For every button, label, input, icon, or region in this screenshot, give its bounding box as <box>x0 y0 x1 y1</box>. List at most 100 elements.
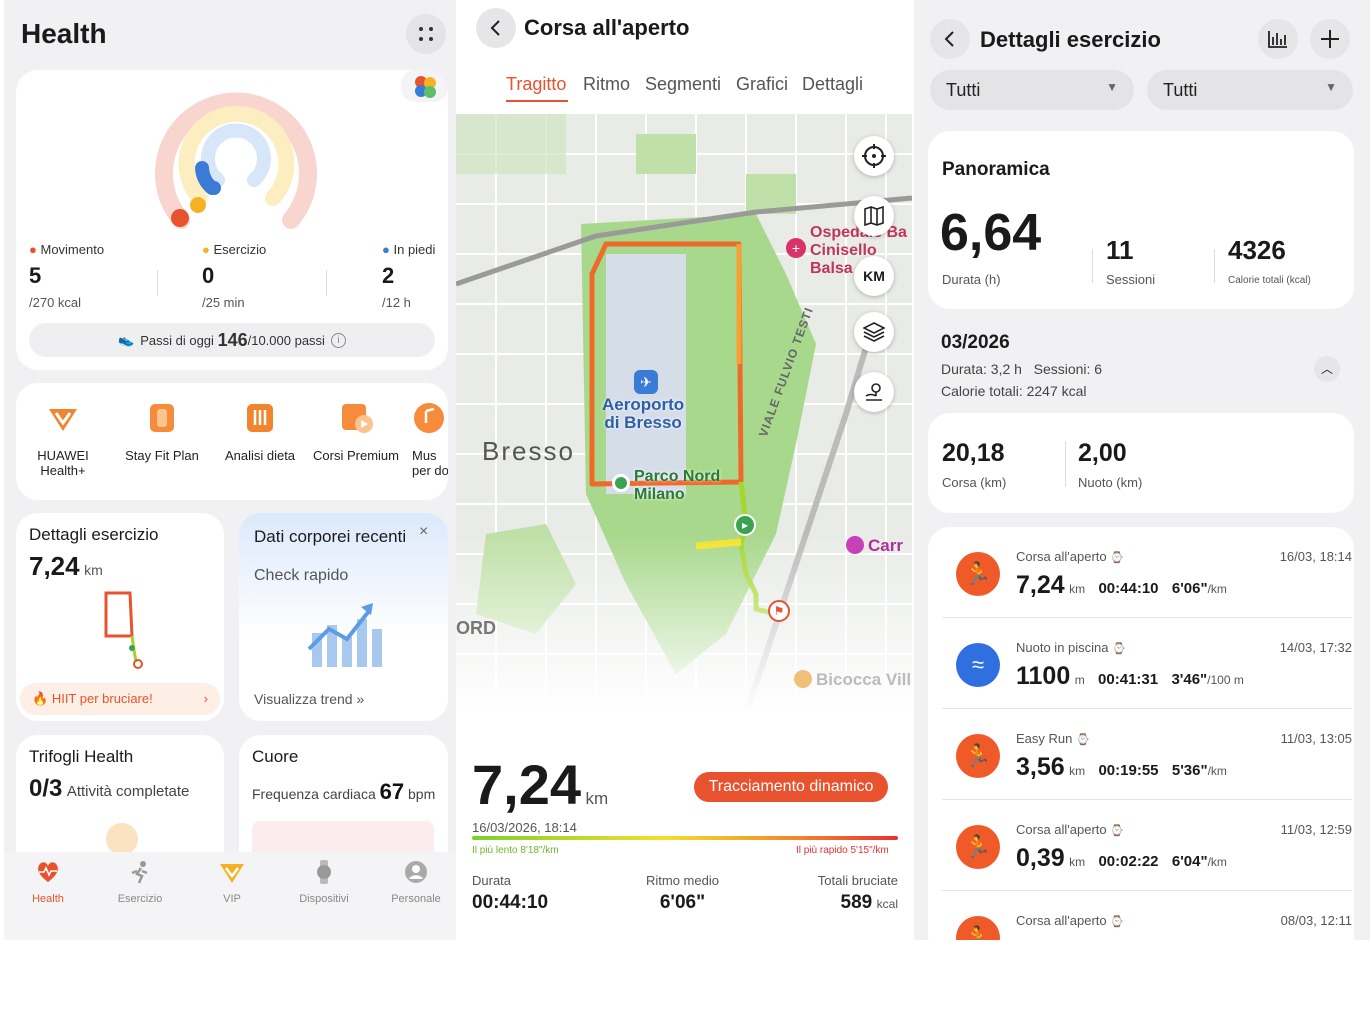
exercise-goal: /25 min <box>202 295 245 310</box>
nav-vip[interactable]: VIP <box>202 860 262 905</box>
activity-rings-card[interactable]: ● Movimento 5 /270 kcal ● Esercizio 0 /2… <box>16 70 448 370</box>
hiit-label: HIIT per bruciare! <box>51 691 153 706</box>
workout-unit: km <box>1069 582 1086 596</box>
workout-time: 00:44:10 <box>1098 580 1159 597</box>
tab-grafici[interactable]: Grafici <box>736 74 789 94</box>
body-data-card[interactable]: Dati corporei recenti Check rapido × Vis… <box>239 513 448 721</box>
workout-type: Corsa all'aperto <box>1016 913 1107 928</box>
exercise-card-title: Dettagli esercizio <box>29 525 159 544</box>
clover-card-subtitle: Attività completate <box>66 783 190 800</box>
bicocca-label: Bicocca Vill <box>816 670 912 689</box>
sessions-value: 11 <box>1106 235 1134 265</box>
running-icon: 🏃 <box>956 825 1000 869</box>
month-summary-2: Calorie totali: 2247 kcal <box>941 383 1087 399</box>
clover-icon <box>401 70 448 102</box>
watch-icon: ⌚ <box>1110 552 1124 564</box>
workout-type: Easy Run <box>1016 731 1073 746</box>
route-map[interactable]: ✈ Aeroporto di Bresso Bresso Parco Nord … <box>456 114 912 714</box>
service-huawei-health-plus[interactable]: HUAWEI Health+ <box>34 401 92 478</box>
add-button[interactable] <box>1310 19 1350 59</box>
workout-row[interactable]: 🏃 Corsa all'aperto ⌚ 11/03, 12:59 0,39 km 0… <box>942 800 1352 891</box>
heart-card-title: Cuore <box>252 747 299 766</box>
workout-row[interactable]: ≈ Nuoto in piscina ⌚ 14/03, 17:32 1100 m 00… <box>942 618 1352 709</box>
run-distance-value: 20,18 <box>942 439 1005 467</box>
clover-progress-icon <box>106 823 138 855</box>
service-analisi-dieta[interactable]: Analisi dieta <box>216 401 304 463</box>
nav-health[interactable]: Health <box>18 860 78 905</box>
divider <box>1065 441 1066 487</box>
nav-esercizio[interactable]: Esercizio <box>110 860 170 905</box>
map-canvas <box>456 114 912 714</box>
activity-ring-chart <box>155 92 317 229</box>
dynamic-tracking-button[interactable]: Tracciamento dinamico <box>694 772 888 802</box>
hospital-label-2: Cinisello <box>810 242 877 259</box>
filter-dropdown-2[interactable]: Tutti ▼ <box>1147 70 1353 110</box>
workout-date: 11/03, 12:59 <box>1280 822 1352 837</box>
divider <box>1092 249 1093 283</box>
back-button[interactable] <box>476 8 516 48</box>
info-icon[interactable]: i <box>330 332 346 348</box>
dropdown-arrow-icon: ▼ <box>1106 80 1118 94</box>
tab-ritmo[interactable]: Ritmo <box>583 74 631 94</box>
health-clover-card[interactable]: Trifogli Health 0/3 Attività completate <box>16 735 224 875</box>
start-marker-icon: ▸ <box>734 514 756 536</box>
workout-time: 00:19:55 <box>1098 762 1159 779</box>
heart-card[interactable]: Cuore Frequenza cardiaca 67 bpm <box>239 735 448 875</box>
month-title: 03/2026 <box>941 332 1010 353</box>
crosshair-icon <box>862 144 886 168</box>
movement-value: 5 <box>29 263 42 288</box>
tab-segmenti[interactable]: Segmenti <box>645 74 722 94</box>
divider <box>942 617 1352 618</box>
workout-pace: 3'46" <box>1171 671 1208 688</box>
workout-value: 0,39 <box>1016 844 1065 872</box>
distance-unit: km <box>585 789 609 808</box>
trend-chart-icon <box>307 603 382 667</box>
workout-value: 3,56 <box>1016 753 1065 781</box>
nav-dispositivi[interactable]: Dispositivi <box>294 860 354 905</box>
music-venue-icon <box>846 536 864 554</box>
hiit-banner[interactable]: 🔥 HIIT per bruciare! › <box>20 683 220 715</box>
layers-button[interactable] <box>854 312 894 352</box>
tab-dettagli[interactable]: Dettagli <box>802 74 864 94</box>
view-trend-link[interactable]: Visualizza trend » <box>254 691 364 707</box>
collapse-chevron-icon[interactable]: ︿ <box>1314 356 1340 382</box>
exercise-details-card[interactable]: Dettagli esercizio 7,24 km 🔥 HIIT per br… <box>16 513 224 721</box>
nav-personale[interactable]: Personale <box>386 860 446 905</box>
stat-ritmo-medio: Ritmo medio 6'06" <box>646 873 719 913</box>
route-pin-button[interactable] <box>854 372 894 412</box>
running-icon <box>131 861 148 884</box>
locate-button[interactable] <box>854 136 894 176</box>
page-title: Health <box>21 18 107 49</box>
tab-tragitto[interactable]: Tragitto <box>506 74 567 94</box>
close-icon[interactable]: × <box>419 523 429 540</box>
stat-calorie: Totali bruciate 589 kcal <box>817 873 898 913</box>
km-markers-button[interactable]: KM <box>854 256 894 296</box>
bresso-label: Bresso <box>482 436 575 466</box>
layers-icon <box>863 322 885 342</box>
hospital-icon: + <box>786 238 806 258</box>
filter-dropdown-1[interactable]: Tutti ▼ <box>930 70 1134 110</box>
service-music[interactable]: Mus per do <box>412 401 448 478</box>
exercise-card-unit: km <box>84 562 103 578</box>
workout-type: Nuoto in piscina <box>1016 640 1109 655</box>
workout-value: 1100 <box>1016 662 1071 690</box>
heart-rate-label: Frequenza cardiaca <box>252 786 376 802</box>
bottom-nav: Health Esercizio VIP Dispositivi Persona… <box>4 852 456 940</box>
distance-summary: 7,24 km <box>472 752 608 817</box>
workout-row[interactable]: 🏃 Corsa all'aperto ⌚ 16/03, 18:14 7,24 km 0… <box>942 527 1352 618</box>
workout-pace: 6'04" <box>1171 853 1208 870</box>
exercise-stat: ● Esercizio 0 /25 min <box>202 242 267 310</box>
steps-pill[interactable]: 👟 Passi di oggi 146 /10.000 passi i <box>29 323 435 357</box>
heart-pulse-icon <box>38 862 58 882</box>
stats-button[interactable] <box>1258 19 1298 59</box>
airport-label-2: di Bresso <box>604 413 682 432</box>
workout-row[interactable]: 🏃 Easy Run ⌚ 11/03, 13:05 3,56 km 00:19:55 … <box>942 709 1352 800</box>
menu-grid-button[interactable] <box>406 14 446 54</box>
carr-label: Carr <box>868 536 903 555</box>
service-corsi-premium[interactable]: Corsi Premium <box>310 401 402 463</box>
map-type-button[interactable] <box>854 196 894 236</box>
workout-row[interactable]: 🏃 Corsa all'aperto ⌚ 08/03, 12:11 <box>942 891 1352 940</box>
back-button[interactable] <box>930 19 970 59</box>
sessions-label: Sessioni <box>1106 272 1156 287</box>
service-stay-fit-plan[interactable]: Stay Fit Plan <box>118 401 206 463</box>
